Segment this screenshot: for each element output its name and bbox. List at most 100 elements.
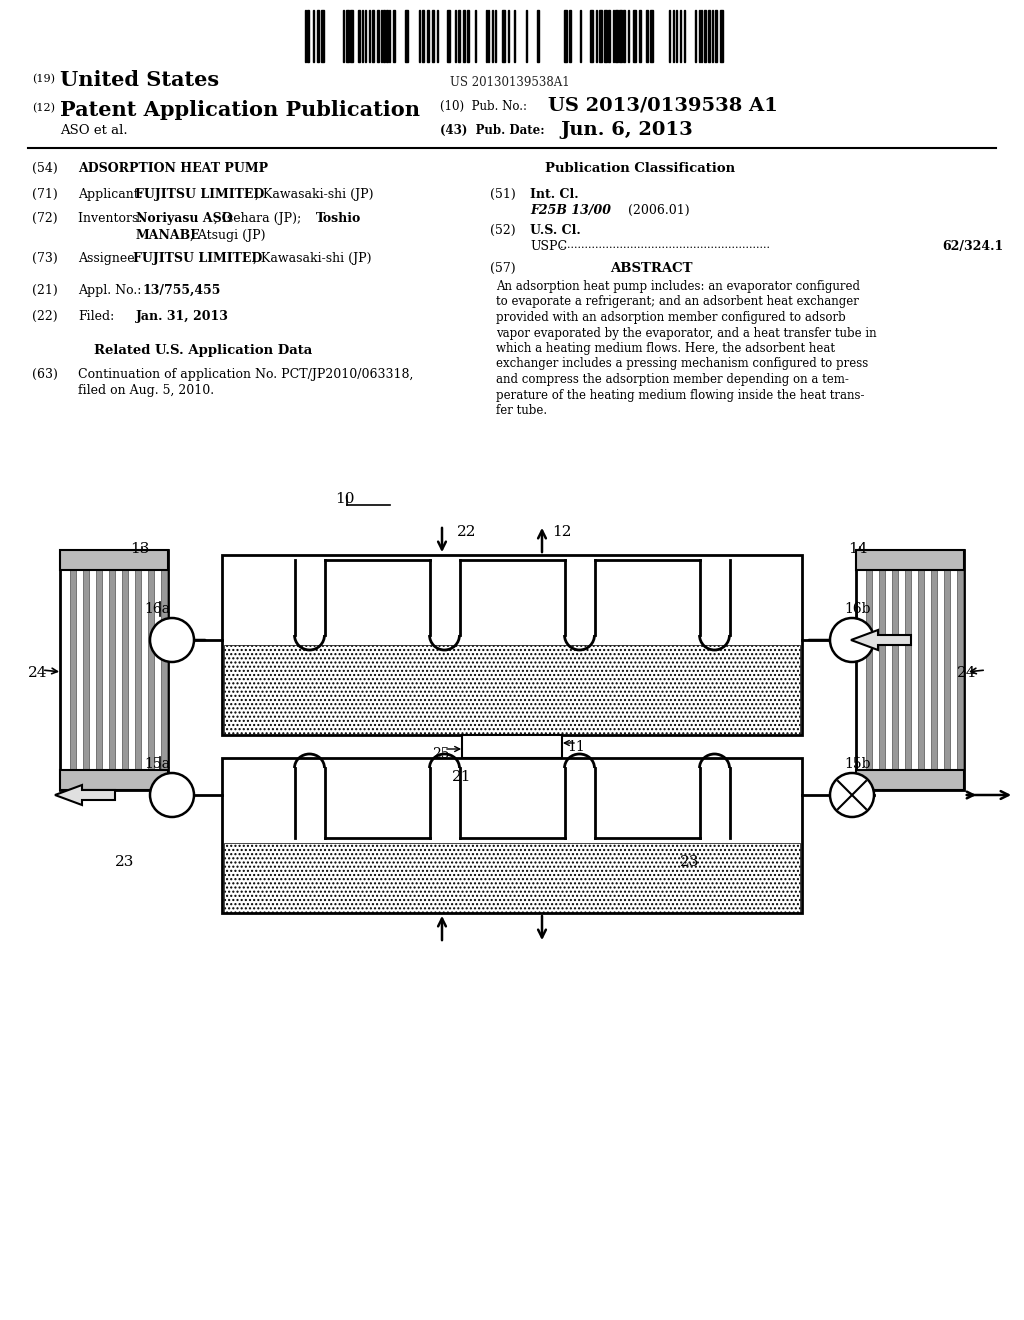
Bar [447,11,450,62]
Text: ............................................................: ........................................… [560,240,770,249]
Text: 15b: 15b [844,756,870,771]
Bar [856,550,964,570]
Bar [109,570,115,770]
Bar [618,11,622,62]
Text: (71): (71) [32,187,57,201]
Text: 14: 14 [848,543,867,556]
Bar [856,770,964,789]
Bar [633,11,636,62]
Bar [60,550,168,789]
Text: (2006.01): (2006.01) [628,205,689,216]
Bar [135,570,141,770]
Bar [224,843,800,913]
Bar [122,570,128,770]
Text: 62/324.1: 62/324.1 [942,240,1004,253]
Text: (54): (54) [32,162,57,176]
Circle shape [150,618,194,663]
Text: (51): (51) [490,187,516,201]
Bar [458,11,460,62]
Bar [467,11,469,62]
Bar [918,570,924,770]
Text: (52): (52) [490,224,516,238]
Bar [60,550,168,570]
Text: (12): (12) [32,103,55,114]
Polygon shape [55,785,115,805]
Text: Appl. No.:: Appl. No.: [78,284,145,297]
Text: filed on Aug. 5, 2010.: filed on Aug. 5, 2010. [78,384,214,397]
Bar [623,11,625,62]
Bar [604,11,607,62]
Bar [564,11,567,62]
Text: USPC: USPC [530,240,567,253]
Text: 13/755,455: 13/755,455 [142,284,220,297]
Text: United States: United States [60,70,219,90]
Text: 21: 21 [452,770,471,784]
Text: (43)  Pub. Date:: (43) Pub. Date: [440,124,545,137]
Bar [615,11,618,62]
Text: 15a: 15a [144,756,170,771]
Text: (57): (57) [490,261,516,275]
Text: (10)  Pub. No.:: (10) Pub. No.: [440,100,527,114]
Text: perature of the heating medium flowing inside the heat trans-: perature of the heating medium flowing i… [496,388,864,401]
Bar [608,11,610,62]
Text: Patent Application Publication: Patent Application Publication [60,100,420,120]
Bar [957,570,963,770]
Bar [650,11,653,62]
Bar [60,770,168,789]
Bar [307,11,309,62]
Text: US 2013/0139538 A1: US 2013/0139538 A1 [548,96,778,115]
Text: which a heating medium flows. Here, the adsorbent heat: which a heating medium flows. Here, the … [496,342,835,355]
Bar [462,735,562,758]
Circle shape [830,618,874,663]
Text: 24: 24 [956,667,976,680]
Text: exchanger includes a pressing mechanism configured to press: exchanger includes a pressing mechanism … [496,358,868,371]
Bar [720,11,723,62]
Text: (63): (63) [32,368,58,381]
Text: ASO et al.: ASO et al. [60,124,128,137]
Text: vapor evaporated by the evaporator, and a heat transfer tube in: vapor evaporated by the evaporator, and … [496,326,877,339]
Bar [715,11,717,62]
Text: Continuation of application No. PCT/JP2010/063318,: Continuation of application No. PCT/JP20… [78,368,414,381]
Text: , Isehara (JP);: , Isehara (JP); [214,213,305,224]
Bar [346,11,349,62]
Bar [427,11,429,62]
Circle shape [150,774,194,817]
Text: Assignee:: Assignee: [78,252,142,265]
Bar [639,11,641,62]
Text: 11: 11 [567,741,585,754]
Text: (73): (73) [32,252,57,265]
Text: ADSORPTION HEAT PUMP: ADSORPTION HEAT PUMP [78,162,268,176]
Bar [222,758,802,913]
Text: MANABE: MANABE [136,228,201,242]
Bar [386,11,388,62]
Text: 16a: 16a [144,602,170,616]
Text: Related U.S. Application Data: Related U.S. Application Data [94,345,312,356]
Polygon shape [851,630,911,649]
Text: (21): (21) [32,284,57,297]
Bar [383,11,385,62]
Text: provided with an adsorption member configured to adsorb: provided with an adsorption member confi… [496,312,846,323]
Text: FUJITSU LIMITED: FUJITSU LIMITED [133,252,262,265]
Bar [321,11,324,62]
Text: U.S. Cl.: U.S. Cl. [530,224,581,238]
Text: Inventors:: Inventors: [78,213,146,224]
Text: , Atsugi (JP): , Atsugi (JP) [190,228,265,242]
Text: 16b: 16b [844,602,870,616]
Text: (19): (19) [32,74,55,84]
Text: Filed:: Filed: [78,310,115,323]
Text: Toshio: Toshio [316,213,361,224]
Bar [892,570,898,770]
Bar [463,11,465,62]
Text: Noriyasu ASO: Noriyasu ASO [136,213,232,224]
Bar [646,11,648,62]
Circle shape [830,774,874,817]
Bar [406,11,408,62]
Text: ABSTRACT: ABSTRACT [610,261,692,275]
Text: fer tube.: fer tube. [496,404,547,417]
Text: 13: 13 [130,543,150,556]
Text: Int. Cl.: Int. Cl. [530,187,579,201]
Bar [502,11,505,62]
Text: Jun. 6, 2013: Jun. 6, 2013 [560,121,693,139]
Text: 24: 24 [28,667,47,680]
Text: 22: 22 [457,525,476,539]
